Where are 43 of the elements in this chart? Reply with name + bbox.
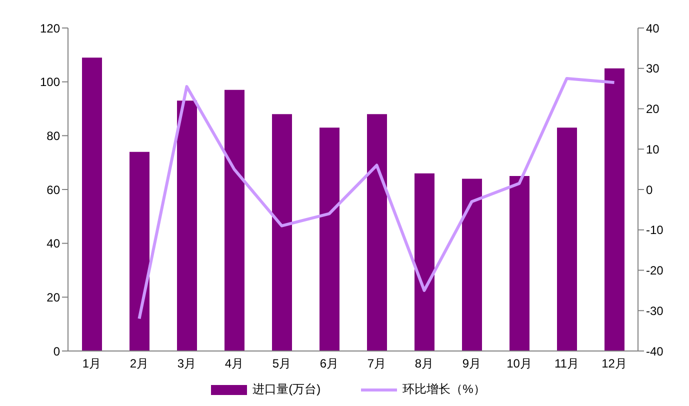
x-tick-label: 11月 <box>554 356 579 371</box>
x-tick-label: 6月 <box>320 356 339 371</box>
bar <box>177 100 197 351</box>
bar <box>557 128 577 351</box>
bar <box>82 58 102 351</box>
x-tick-label: 9月 <box>462 356 482 371</box>
y2-tick-label: -20 <box>646 264 664 278</box>
y-tick-label: 0 <box>53 344 60 358</box>
y2-tick-label: -30 <box>646 304 664 318</box>
bar <box>604 68 624 351</box>
bar <box>130 152 150 351</box>
x-tick-label: 12月 <box>602 356 627 371</box>
y-tick-label: 100 <box>40 75 60 90</box>
x-tick-label: 7月 <box>367 356 386 371</box>
bar <box>320 128 340 351</box>
x-tick-label: 1月 <box>82 356 102 371</box>
legend-label: 环比增长（%） <box>402 381 486 398</box>
y-tick-label: 40 <box>46 236 60 251</box>
bar <box>367 114 387 351</box>
bar <box>272 114 292 351</box>
y2-tick-label: 30 <box>646 62 660 76</box>
y2-tick-label: 40 <box>646 21 660 36</box>
x-tick-label: 10月 <box>506 356 532 371</box>
y2-tick-label: 0 <box>646 182 653 197</box>
legend-label: 进口量(万台) <box>252 381 321 398</box>
x-tick-label: 2月 <box>130 356 149 371</box>
y-tick-label: 120 <box>40 21 60 36</box>
x-tick-label: 3月 <box>177 356 196 371</box>
x-tick-label: 4月 <box>224 356 244 371</box>
y-tick-label: 80 <box>46 128 60 143</box>
bar <box>510 176 530 351</box>
y-tick-label: 20 <box>46 290 60 304</box>
bar <box>414 173 434 351</box>
y-tick-label: 60 <box>46 182 60 197</box>
line-series <box>138 76 616 320</box>
y2-tick-label: 10 <box>646 142 660 156</box>
bar <box>224 90 244 351</box>
bar <box>462 178 482 351</box>
y2-tick-label: -40 <box>646 344 664 358</box>
y2-tick-label: -10 <box>646 223 664 238</box>
y2-tick-label: 20 <box>646 102 660 116</box>
x-tick-label: 5月 <box>272 356 292 371</box>
x-tick-label: 8月 <box>414 356 434 371</box>
